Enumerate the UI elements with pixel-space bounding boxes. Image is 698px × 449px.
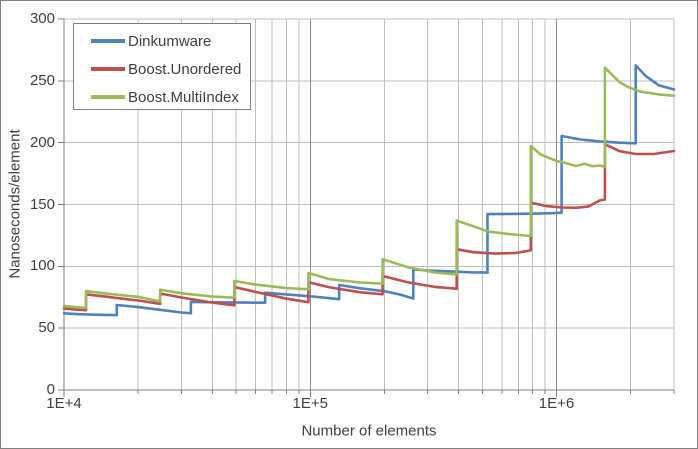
series-line-swatch-icon <box>91 95 125 99</box>
series-line-swatch-icon <box>91 67 125 71</box>
x-tick-label: 1E+6 <box>538 395 575 412</box>
y-tick-label: 250 <box>29 71 55 89</box>
legend-label: Dinkumware <box>128 32 212 50</box>
x-tick-label: 1E+5 <box>292 395 328 412</box>
series-line-swatch-icon <box>91 39 125 43</box>
x-tick-label: 1E+4 <box>46 395 82 412</box>
legend-label: Boost.Unordered <box>128 60 242 78</box>
y-tick-label: 0 <box>46 381 55 398</box>
legend: Dinkumware Boost.Unordered Boost.MultiIn… <box>73 23 251 110</box>
y-tick-label: 300 <box>29 10 55 27</box>
y-tick-label: 100 <box>29 257 55 275</box>
y-tick-label: 150 <box>29 195 55 213</box>
x-axis-title: Number of elements <box>301 422 437 440</box>
legend-label: Boost.MultiIndex <box>128 88 239 106</box>
legend-item: Boost.Unordered <box>91 55 250 83</box>
legend-item: Dinkumware <box>91 27 250 55</box>
y-tick-label: 50 <box>38 319 55 337</box>
y-axis-title: Nanoseconds/element <box>6 129 24 279</box>
y-tick-label: 200 <box>29 133 55 151</box>
legend-item: Boost.MultiIndex <box>91 83 250 111</box>
